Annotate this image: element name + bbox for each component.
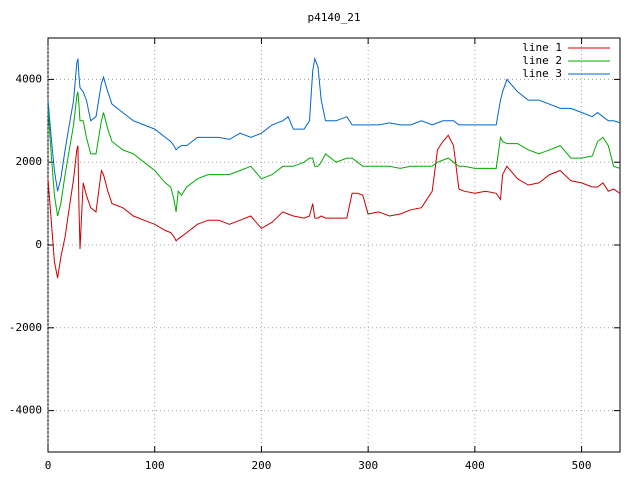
legend-label: line 3 [522,67,562,80]
data-line [47,134,621,279]
x-tick-label: 400 [465,459,485,472]
y-tick-label: 0 [35,238,42,251]
data-line [47,91,621,217]
x-tick-label: 200 [251,459,271,472]
y-tick-label: 2000 [16,155,43,168]
x-tick-label: 100 [145,459,165,472]
chart-title: p4140_21 [308,11,361,24]
x-tick-label: 0 [45,459,52,472]
data-line [47,56,621,192]
x-tick-label: 300 [358,459,378,472]
legend-label: line 2 [522,54,562,67]
y-tick-label: 4000 [16,72,43,85]
legend-label: line 1 [522,41,562,54]
y-tick-label: -4000 [9,404,42,417]
y-tick-label: -2000 [9,321,42,334]
x-tick-label: 500 [572,459,592,472]
